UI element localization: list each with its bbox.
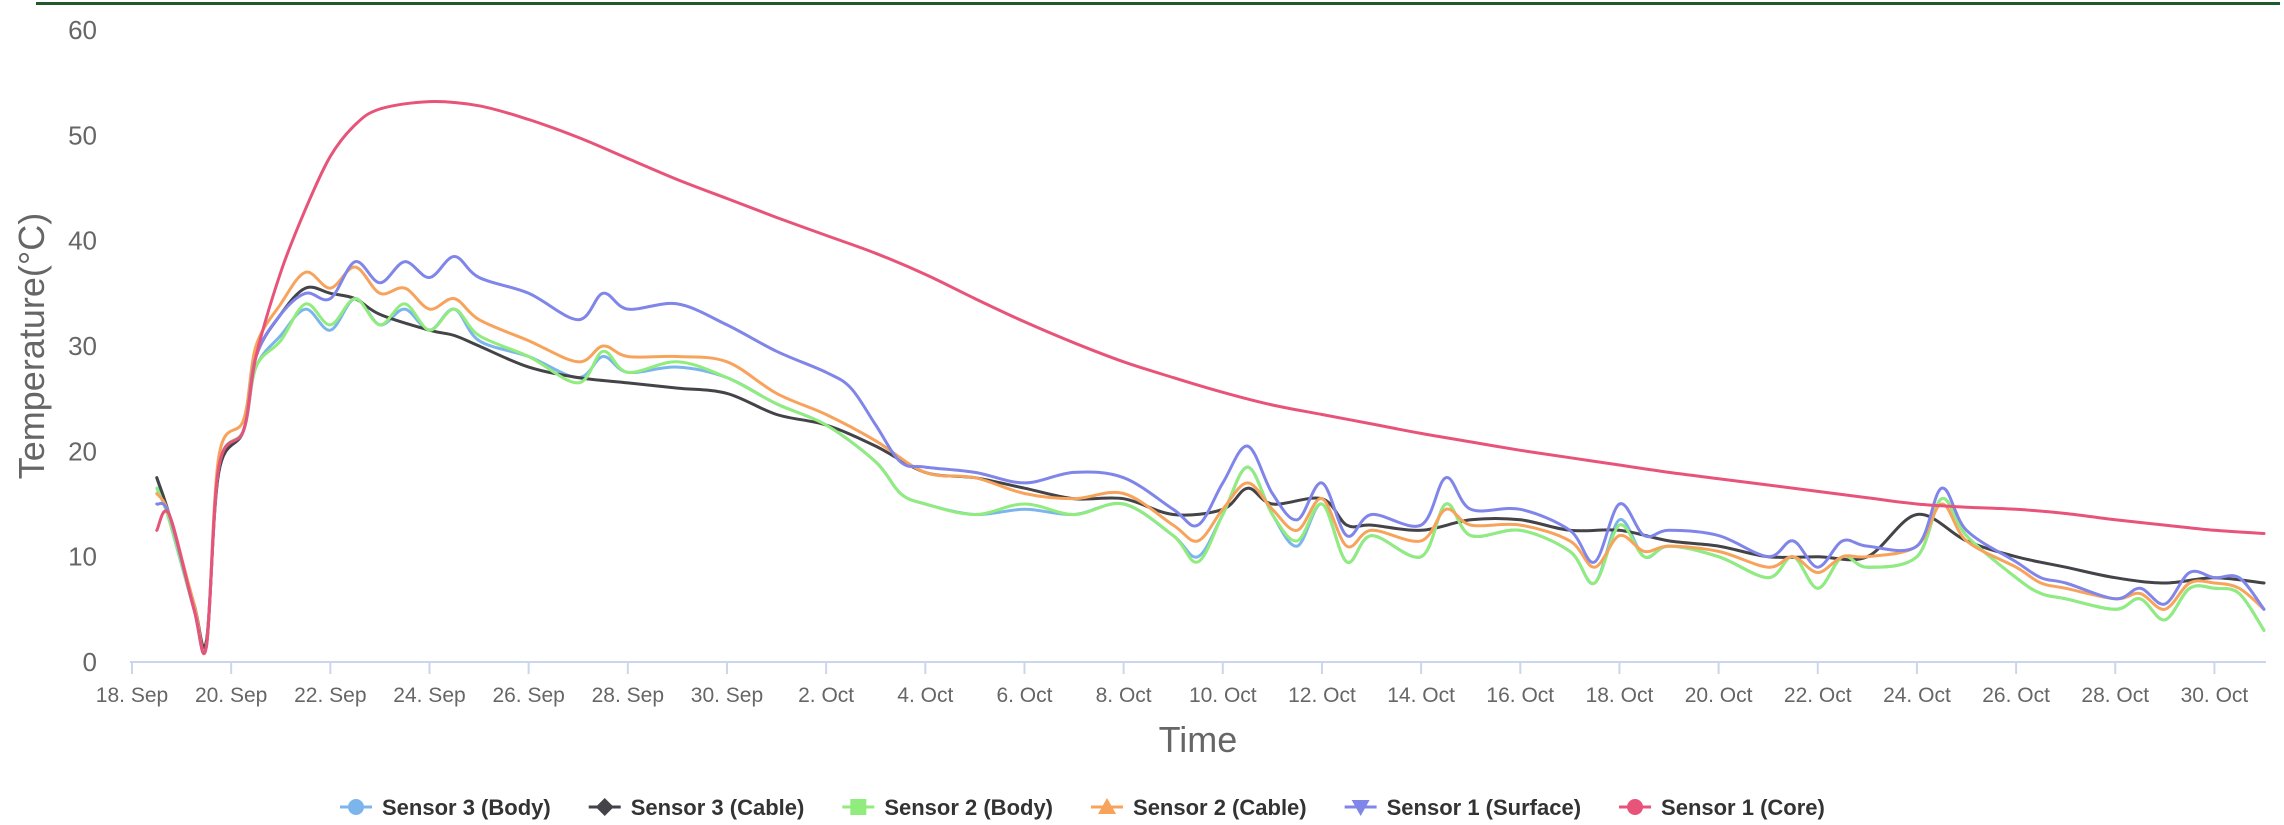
x-axis-ticks: 18. Sep 20. Sep 22. Sep 24. Sep 26. Sep 28. S… [96,662,2249,707]
x-tick-label: 18. Sep [96,684,168,707]
series-line-sensor-3-body [155,297,2266,655]
legend-label: Sensor 3 (Body) [382,795,551,820]
x-tick-label: 10. Oct [1189,684,1257,707]
x-tick-label: 18. Oct [1586,684,1654,707]
y-axis-title: Temperature(°C) [11,213,52,479]
legend-label: Sensor 1 (Core) [1661,795,1825,820]
x-tick-label: 22. Sep [294,684,366,707]
x-tick-label: 6. Oct [996,684,1052,707]
x-tick-label: 20. Sep [195,684,267,707]
x-tick-label: 4. Oct [897,684,953,707]
y-tick-label: 10 [68,542,97,572]
legend-item-sensor-3-body[interactable]: Sensor 3 (Body) [340,795,551,820]
y-tick-label: 30 [68,331,97,361]
legend-marker-circle-icon [1627,799,1644,815]
legend-marker-square-icon [850,799,867,815]
series-line-sensor-1-surface [155,255,2266,656]
x-tick-label: 28. Oct [2081,684,2149,707]
legend-marker-triangle-icon [1098,798,1117,814]
y-axis-ticks: 0 10 20 30 40 50 60 [68,15,97,677]
y-tick-label: 20 [68,436,97,466]
x-tick-label: 30. Oct [2181,684,2249,707]
series-lines [155,100,2266,656]
series-line-sensor-3-cable [155,285,2266,650]
x-tick-label: 22. Oct [1784,684,1852,707]
x-axis-title: Time [1159,719,1238,760]
x-tick-label: 8. Oct [1096,684,1152,707]
legend-label: Sensor 3 (Cable) [631,795,805,820]
legend-item-sensor-1-core[interactable]: Sensor 1 (Core) [1619,795,1825,820]
legend-label: Sensor 1 (Surface) [1387,795,1581,820]
x-tick-label: 14. Oct [1387,684,1455,707]
legend-marker-diamond-icon [595,798,614,816]
x-tick-label: 20. Oct [1685,684,1753,707]
legend-label: Sensor 2 (Cable) [1133,795,1307,820]
x-tick-label: 16. Oct [1486,684,1554,707]
x-tick-label: 24. Oct [1883,684,1951,707]
legend-marker-triangle-down-icon [1351,800,1370,816]
x-tick-label: 2. Oct [798,684,854,707]
y-tick-label: 0 [83,647,97,677]
x-tick-label: 30. Sep [691,684,763,707]
legend-item-sensor-1-surface[interactable]: Sensor 1 (Surface) [1344,795,1581,820]
series-line-sensor-2-body [155,297,2266,655]
legend-item-sensor-2-body[interactable]: Sensor 2 (Body) [842,795,1053,820]
x-tick-label: 26. Oct [1982,684,2050,707]
legend: Sensor 3 (Body) Sensor 3 (Cable) Sensor 2 … [340,795,1825,820]
legend-item-sensor-3-cable[interactable]: Sensor 3 (Cable) [588,795,805,820]
x-tick-label: 26. Sep [492,684,564,707]
legend-item-sensor-2-cable[interactable]: Sensor 2 (Cable) [1091,795,1307,820]
legend-label: Sensor 2 (Body) [884,795,1053,820]
series-line-sensor-2-cable [155,265,2266,655]
x-tick-label: 24. Sep [393,684,465,707]
y-tick-label: 40 [68,226,97,256]
x-tick-label: 12. Oct [1288,684,1356,707]
y-tick-label: 60 [68,15,97,45]
x-tick-label: 28. Sep [592,684,664,707]
series-line-sensor-1-core [155,100,2266,656]
y-tick-label: 50 [68,120,97,150]
legend-marker-circle-icon [348,799,364,815]
top-border-line [36,2,2280,5]
